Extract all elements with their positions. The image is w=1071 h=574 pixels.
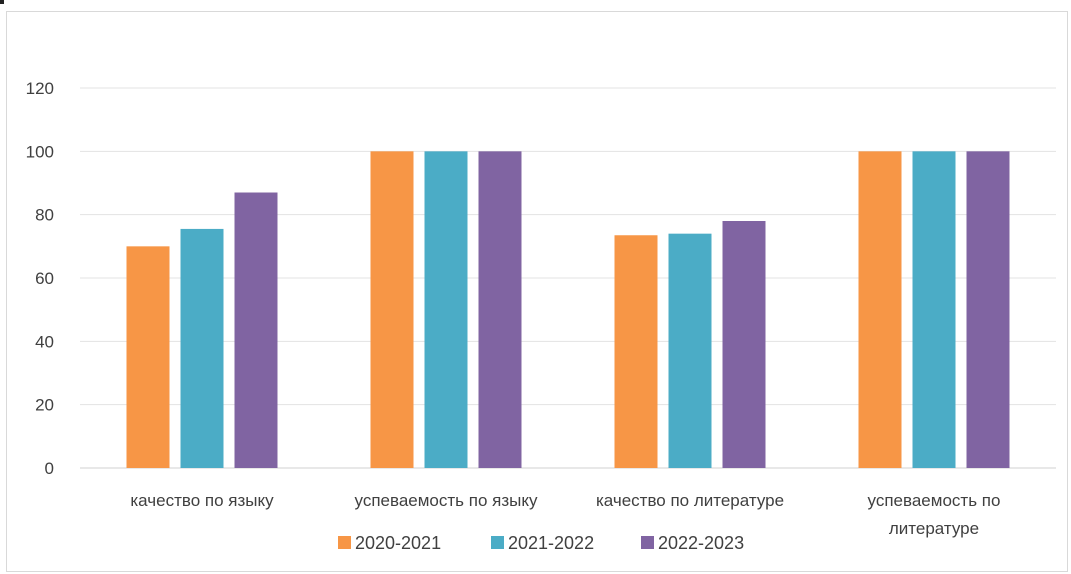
bar-2022-2023-cat1 [478, 151, 522, 469]
bar-2020-2021-cat3 [858, 151, 902, 469]
bar-2021-2022-cat0 [180, 228, 224, 468]
y-tick-label: 80 [35, 206, 54, 225]
y-tick-label: 0 [45, 459, 54, 478]
bar-2022-2023-cat0 [234, 192, 278, 468]
legend-swatch-2022-2023 [641, 536, 654, 549]
bar-2020-2021-cat0 [126, 246, 170, 468]
y-tick-label: 100 [26, 142, 54, 161]
bar-2021-2022-cat1 [424, 151, 468, 469]
bar-2022-2023-cat3 [966, 151, 1010, 469]
bar-2021-2022-cat3 [912, 151, 956, 469]
bar-2020-2021-cat1 [370, 151, 414, 469]
bar-2020-2021-cat2 [614, 235, 658, 468]
legend-label-2020-2021: 2020-2021 [355, 533, 441, 553]
y-axis-ticks: 0 20 40 60 80 100 120 [26, 79, 54, 478]
gridlines [80, 87, 1056, 469]
bar-2022-2023-cat2 [722, 221, 766, 468]
y-tick-label: 20 [35, 396, 54, 415]
legend-swatch-2021-2022 [491, 536, 504, 549]
x-axis-labels: качество по языку успеваемость по языку ка… [130, 491, 1000, 538]
x-category-label: успеваемость по языку [355, 491, 538, 510]
bar-2021-2022-cat2 [668, 233, 712, 468]
bars [126, 151, 1010, 469]
legend-swatch-2020-2021 [338, 536, 351, 549]
corner-mark [0, 0, 4, 4]
x-category-label: качество по языку [130, 491, 274, 510]
legend-label-2022-2023: 2022-2023 [658, 533, 744, 553]
legend: 2020-2021 2021-2022 2022-2023 [338, 533, 744, 553]
y-tick-label: 60 [35, 269, 54, 288]
legend-label-2021-2022: 2021-2022 [508, 533, 594, 553]
y-tick-label: 120 [26, 79, 54, 98]
x-category-label: успеваемость по литературе [868, 491, 1001, 538]
y-tick-label: 40 [35, 332, 54, 351]
x-category-label: качество по литературе [596, 491, 784, 510]
